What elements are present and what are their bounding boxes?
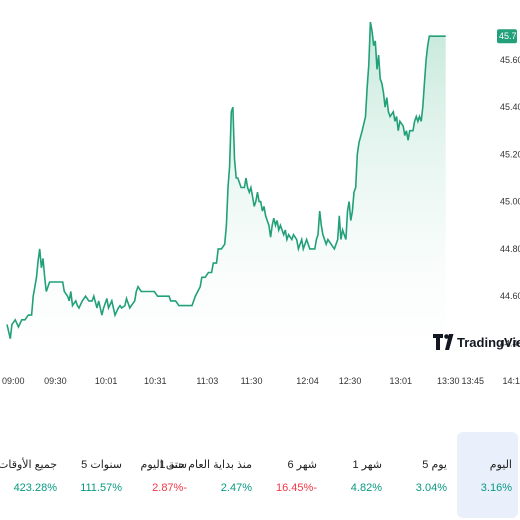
y-tick-label: 44.60 (500, 291, 520, 301)
tradingview-watermark: TradingView (433, 334, 520, 350)
period-label: اليوم (489, 459, 512, 471)
price-area-fill (7, 22, 446, 360)
tradingview-logo-icon (433, 334, 454, 350)
y-tick-label: 45.40 (500, 102, 520, 112)
x-tick-label: 09:00 (2, 376, 25, 386)
x-tick-label: 13:45 (462, 376, 485, 386)
price-chart[interactable]: 44.40 44.60 44.80 45.00 45.20 45.40 45.60 09:0… (0, 0, 520, 420)
period-tab[interactable]: 5 سنوات 111.57% (67, 432, 128, 518)
tradingview-logo-text: TradingView (457, 335, 520, 350)
period-tab[interactable]: 1 سنة 2.87%- (132, 432, 193, 518)
x-tick-label: 11:03 (196, 376, 218, 386)
period-tab[interactable]: اليوم 3.16% (457, 432, 518, 518)
y-tick-label: 45.20 (500, 149, 520, 159)
y-tick-label: 44.80 (500, 244, 520, 254)
period-tab[interactable]: 6 شهر 16.45%- (262, 432, 323, 518)
x-tick-label: 11:30 (241, 376, 263, 386)
x-tick-label: 10:31 (144, 376, 167, 386)
period-label: 1 شهر (352, 459, 382, 471)
period-label: جميع الأوقات (0, 459, 57, 471)
period-label: 1 سنة (159, 459, 187, 471)
x-tick-label: 12:30 (339, 376, 362, 386)
y-tick-label: 45.00 (500, 197, 520, 207)
period-change: 16.45%- (276, 482, 317, 494)
y-tick-label: 45.60 (500, 55, 520, 65)
period-tab[interactable]: منذ بداية العام حتى اليوم 2.47% (141, 432, 258, 518)
last-price-label: 45.70 (499, 31, 520, 41)
period-change: 3.04% (415, 482, 447, 494)
period-label: 5 سنوات (81, 459, 122, 471)
x-tick-label: 14:10 (503, 376, 520, 386)
period-change: 2.87%- (152, 482, 187, 494)
period-tab[interactable]: 5 يوم 3.04% (392, 432, 453, 518)
period-label: 6 شهر (287, 459, 317, 471)
x-tick-label: 13:01 (390, 376, 413, 386)
period-change: 423.28% (13, 482, 57, 494)
price-line (6, 21, 446, 339)
period-label: 5 يوم (422, 459, 447, 471)
x-tick-label: 13:30 (437, 376, 460, 386)
y-axis: 44.40 44.60 44.80 45.00 45.20 45.40 45.60 (500, 55, 520, 349)
last-price-badge: 45.70 (497, 29, 520, 44)
period-change: 3.16% (480, 482, 512, 494)
period-change: 4.82% (350, 482, 382, 494)
performance-periods: اليوم 3.16% 5 يوم 3.04% 1 شهر 4.82% 6 شهر 16.45… (0, 432, 520, 520)
period-tab[interactable]: 1 شهر 4.82% (327, 432, 388, 518)
period-change: 2.47% (220, 482, 252, 494)
x-tick-label: 09:30 (44, 376, 67, 386)
period-label: منذ بداية العام حتى اليوم (140, 459, 252, 471)
period-tab[interactable]: جميع الأوقات 423.28% (0, 432, 63, 518)
x-tick-label: 12:04 (296, 376, 319, 386)
x-axis: 09:00 09:30 10:01 10:31 11:03 11:30 12:04 12:30… (2, 376, 520, 386)
x-tick-label: 10:01 (95, 376, 118, 386)
y-tick-label: 44.40 (500, 339, 520, 349)
period-change: 111.57% (80, 482, 122, 494)
